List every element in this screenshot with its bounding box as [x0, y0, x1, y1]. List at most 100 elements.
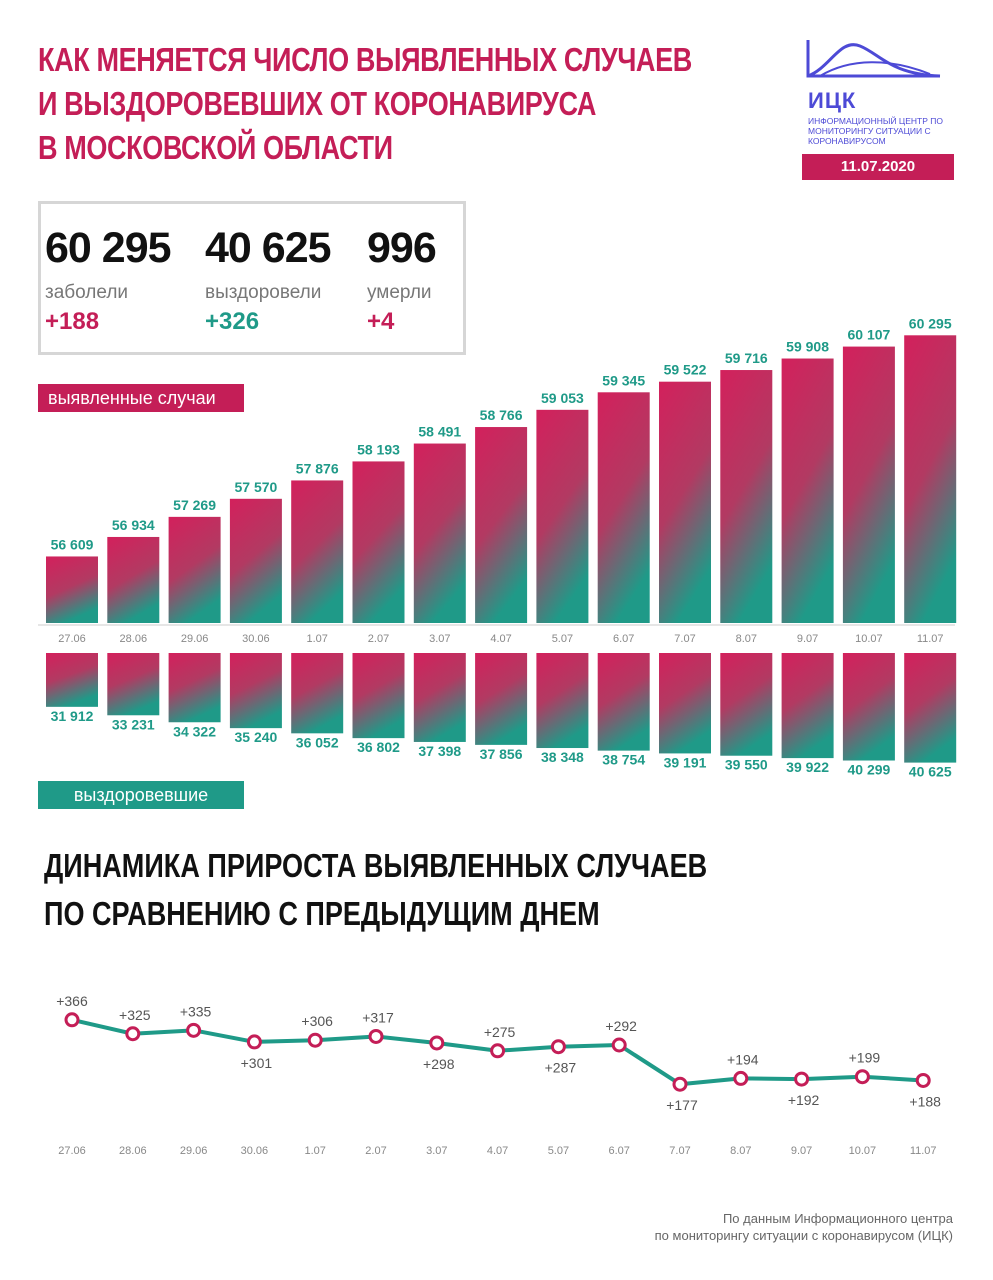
recovered-bar-label: 39 922 [786, 759, 829, 775]
x-tick-label: 28.06 [120, 633, 148, 645]
date-badge: 11.07.2020 [802, 154, 954, 180]
footer-line-2: по мониторингу ситуации с коронавирусом … [654, 1228, 953, 1243]
cases-bar [46, 556, 98, 623]
growth-point-label: +287 [545, 1060, 577, 1076]
stat-recovered: 40 625 выздоровели +326 [205, 224, 332, 336]
recovered-bar [597, 653, 650, 751]
recovered-bar [229, 653, 282, 729]
cases-bar [475, 427, 528, 623]
recovered-bar [46, 653, 98, 707]
logo-wave-icon [806, 40, 941, 78]
recovered-bar-label: 40 299 [847, 762, 890, 778]
stat-deaths: 996 умерли +4 [367, 224, 437, 336]
stat-cases: 60 295 заболели +188 [45, 224, 172, 336]
x-tick-label: 27.06 [58, 633, 86, 645]
x-tick-label: 1.07 [306, 633, 327, 645]
logo: ИЦК Информационный центр по мониторингу … [800, 38, 955, 146]
cases-bar-label: 56 934 [112, 517, 155, 533]
x-tick-label: 2.07 [368, 633, 389, 645]
recovered-bar [168, 653, 221, 723]
x-tick-label: 10.07 [855, 633, 883, 645]
stat-cases-delta: +188 [45, 308, 100, 335]
growth-title-line-2: по сравнению с предыдущим днем [44, 895, 600, 932]
stat-recovered-label: выздоровели [205, 282, 322, 303]
recovered-bar-label: 37 398 [418, 743, 461, 759]
growth-point-label: +177 [666, 1097, 698, 1113]
x-tick-label: 3.07 [429, 633, 450, 645]
cases-bar [229, 498, 282, 623]
growth-point [733, 1070, 749, 1086]
growth-x-tick-label: 30.06 [241, 1145, 269, 1157]
recovered-bar [781, 653, 834, 759]
growth-line [71, 1017, 924, 1087]
growth-x-tick-label: 6.07 [608, 1145, 629, 1157]
stats-box: 60 295 заболели +188 40 625 выздоровели … [38, 201, 466, 355]
growth-point-label: +335 [180, 1003, 212, 1019]
recovered-bar [291, 653, 344, 734]
cases-bar-label: 59 716 [725, 350, 768, 366]
growth-point-label: +298 [423, 1056, 455, 1072]
growth-x-tick-label: 10.07 [849, 1145, 877, 1157]
cases-bar [842, 346, 895, 623]
growth-point [125, 1026, 141, 1042]
cases-bar-label: 59 345 [602, 372, 645, 388]
x-tick-label: 6.07 [613, 633, 634, 645]
growth-point [611, 1037, 627, 1053]
growth-point [915, 1072, 931, 1088]
cases-bar-label: 57 570 [234, 479, 277, 495]
growth-x-tick-label: 8.07 [730, 1145, 751, 1157]
growth-point-label: +292 [605, 1018, 637, 1034]
logo-subtitle: Информационный центр по мониторингу ситу… [808, 116, 943, 146]
recovered-bar-label: 40 625 [909, 764, 952, 780]
cases-bar [720, 370, 773, 623]
growth-x-tick-label: 9.07 [791, 1145, 812, 1157]
x-tick-label: 5.07 [552, 633, 573, 645]
cases-bar [536, 409, 589, 623]
cases-bar-label: 57 876 [296, 460, 339, 476]
recovered-bar-label: 36 052 [296, 734, 339, 750]
recovered-bar [536, 653, 589, 749]
growth-x-tick-label: 1.07 [304, 1145, 325, 1157]
x-tick-label: 29.06 [181, 633, 209, 645]
recovered-bar [352, 653, 405, 739]
growth-x-tick-label: 7.07 [669, 1145, 690, 1157]
cases-bar [413, 443, 466, 623]
stat-recovered-value: 40 625 [205, 224, 332, 272]
growth-point-label: +366 [56, 993, 88, 1009]
bar-chart: 56 609 27.06 31 912 56 934 28.06 33 231 57 269… [38, 315, 957, 780]
recovered-bar [413, 653, 466, 742]
recovered-bar-label: 33 231 [112, 716, 155, 732]
recovered-bar [107, 653, 160, 716]
stat-deaths-value: 996 [367, 224, 437, 272]
growth-x-tick-label: 2.07 [365, 1145, 386, 1157]
growth-point [550, 1039, 566, 1055]
cases-bar [168, 516, 221, 623]
stat-recovered-delta: +326 [205, 308, 260, 335]
x-tick-label: 30.06 [242, 633, 270, 645]
x-tick-label: 4.07 [490, 633, 511, 645]
recovered-bar [659, 653, 711, 754]
recovered-bar-label: 37 856 [480, 746, 523, 762]
growth-x-tick-label: 3.07 [426, 1145, 447, 1157]
growth-point [186, 1022, 202, 1038]
recovered-bar-label: 38 348 [541, 749, 584, 765]
cases-bar-label: 58 491 [418, 424, 461, 440]
title-line-3: в Московской области [38, 129, 393, 166]
cases-bar-label: 58 193 [357, 441, 400, 457]
growth-point [794, 1071, 810, 1087]
growth-point-label: +306 [301, 1013, 333, 1029]
x-tick-label: 8.07 [736, 633, 757, 645]
growth-point [368, 1028, 384, 1044]
legend-recovered: выздоровевшие [38, 781, 244, 809]
stat-cases-label: заболели [45, 282, 129, 303]
cases-bar-label: 57 269 [173, 497, 216, 513]
cases-bar [659, 381, 711, 623]
cases-bar [904, 335, 957, 623]
cases-bar-label: 60 295 [909, 315, 952, 331]
recovered-bar [475, 653, 528, 745]
growth-x-tick-label: 11.07 [910, 1145, 937, 1157]
recovered-bar-label: 31 912 [51, 708, 94, 724]
growth-point [490, 1043, 506, 1059]
recovered-bar-label: 39 550 [725, 757, 768, 773]
recovered-bar-label: 38 754 [602, 752, 645, 768]
